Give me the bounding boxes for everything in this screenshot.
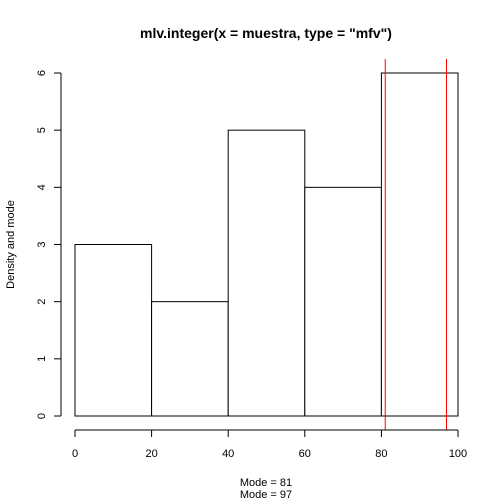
x-axis: 0 20 40 60 80 100 — [72, 429, 467, 460]
y-tick-label-0: 0 — [36, 413, 48, 419]
x-tick-label-1: 20 — [145, 448, 157, 460]
y-tick-label-4: 4 — [36, 184, 48, 190]
y-tick-label-5: 5 — [36, 127, 48, 133]
y-tick-label-6: 6 — [36, 70, 48, 76]
y-axis: 0 1 2 3 4 5 6 — [36, 70, 62, 419]
x-tick-label-0: 0 — [72, 448, 78, 460]
bars-group — [74, 72, 459, 417]
histogram-bar-3 — [304, 186, 382, 417]
histogram-bar-1 — [151, 301, 229, 417]
histogram-bar-4 — [380, 72, 459, 417]
y-tick-label-2: 2 — [36, 299, 48, 305]
chart-title: mlv.integer(x = muestra, type = "mfv") — [140, 25, 392, 41]
x-tick-label-2: 40 — [222, 448, 234, 460]
histogram-bar-0 — [74, 244, 153, 417]
y-tick-label-1: 1 — [36, 356, 48, 362]
mode-note-1: Mode = 97 — [240, 489, 292, 501]
histogram-bar-2 — [227, 129, 306, 417]
x-tick-label-5: 100 — [449, 448, 467, 460]
x-tick-label-4: 80 — [375, 448, 387, 460]
y-tick-label-3: 3 — [36, 241, 48, 247]
y-axis-label: Density and mode — [5, 200, 17, 289]
x-tick-label-3: 60 — [299, 448, 311, 460]
mode-note-0: Mode = 81 — [240, 477, 292, 489]
mode-lines-group — [384, 59, 448, 430]
